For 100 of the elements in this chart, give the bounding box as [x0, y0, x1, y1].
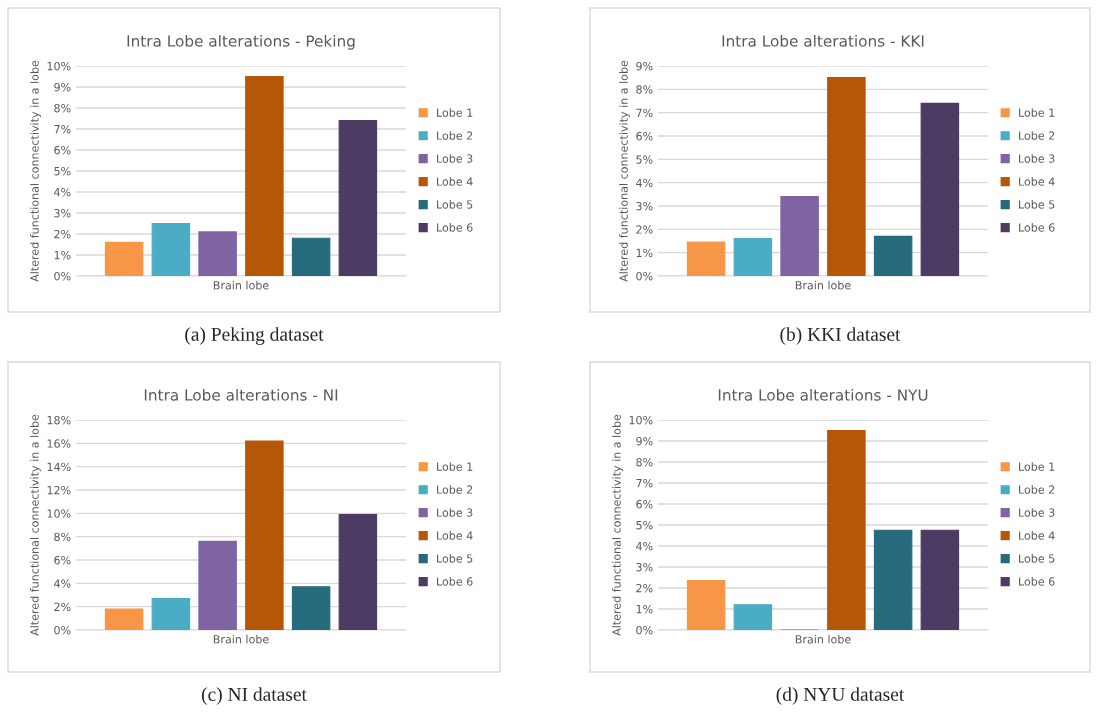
bar [198, 231, 237, 276]
bar [827, 77, 866, 276]
legend-label: Lobe 1 [1019, 108, 1055, 117]
text: (d) NYU dataset [776, 687, 905, 705]
legend-label: Lobe 6 [437, 577, 473, 586]
y-tick-label: 16% [47, 439, 71, 448]
bar [780, 196, 819, 276]
legend-label: Lobe 1 [437, 462, 473, 471]
legend-label: Lobe 5 [437, 554, 473, 563]
bar [198, 540, 237, 630]
y-tick-label: 1% [636, 248, 653, 258]
chart-title: Intra Lobe alterations - KKI [722, 34, 924, 47]
y-tick-label: 5% [636, 520, 653, 530]
legend-label: Lobe 4 [1019, 177, 1055, 186]
x-tick-label: Brain lobe [213, 280, 269, 290]
legend-label: Lobe 4 [1019, 531, 1055, 540]
y-tick-label: 2% [636, 225, 653, 234]
y-tick-label: 7% [636, 478, 653, 488]
legend-label: Lobe 3 [1019, 154, 1055, 163]
legend-label: Lobe 3 [1019, 508, 1055, 517]
legend-label: Lobe 3 [437, 154, 473, 163]
y-tick-label: 5% [54, 166, 71, 176]
y-tick-label: 2% [54, 229, 71, 239]
y-tick-label: 9% [636, 61, 653, 71]
text: (a) Peking dataset [185, 327, 324, 345]
y-axis-title: Altered functional connectivity in a lobe [30, 60, 41, 282]
legend-label: Lobe 3 [437, 508, 473, 517]
bar [686, 580, 726, 630]
bar [104, 608, 144, 630]
y-tick-label: 5% [636, 155, 653, 164]
y-tick-label: 3% [636, 201, 653, 211]
y-tick-label: 14% [47, 462, 71, 472]
bar [151, 597, 191, 630]
bar [827, 429, 866, 630]
y-tick-label: 1% [54, 250, 71, 260]
text: (b) KKI dataset [780, 327, 901, 345]
legend-label: Lobe 2 [1019, 131, 1055, 140]
bar [686, 241, 726, 276]
y-tick-label: 0% [636, 271, 653, 281]
y-tick-label: 0% [54, 271, 71, 281]
legend-label: Lobe 2 [437, 485, 473, 494]
y-tick-label: 1% [636, 604, 653, 614]
y-tick-label: 7% [54, 124, 71, 134]
legend-label: Lobe 5 [1019, 554, 1055, 563]
y-tick-label: 4% [636, 541, 653, 551]
y-tick-label: 8% [636, 457, 653, 467]
x-tick-label: Brain lobe [795, 280, 851, 290]
bar [733, 238, 773, 276]
x-tick-label: Brain lobe [213, 634, 269, 644]
y-tick-label: 6% [54, 555, 71, 565]
legend-label: Lobe 4 [437, 177, 473, 186]
y-tick-label: 12% [47, 485, 71, 495]
legend-label: Lobe 2 [437, 131, 473, 140]
y-tick-label: 18% [47, 415, 71, 425]
bar [873, 235, 913, 276]
y-tick-label: 10% [47, 509, 71, 518]
y-tick-label: 9% [54, 82, 71, 92]
chart-title: Intra Lobe alterations - Peking [127, 34, 355, 50]
bar [245, 75, 284, 276]
legend-label: Lobe 1 [437, 108, 473, 117]
bar [733, 604, 773, 630]
bar [338, 120, 378, 276]
legend-label: Lobe 6 [1019, 223, 1055, 232]
legend-label: Lobe 5 [437, 200, 473, 209]
chart-title: Intra Lobe alterations - NYU [718, 388, 928, 401]
bar [920, 102, 960, 276]
y-tick-label: 7% [636, 108, 653, 118]
x-tick-label: Brain lobe [795, 634, 851, 644]
y-tick-label: 8% [636, 85, 653, 94]
y-tick-label: 10% [47, 61, 71, 71]
y-tick-label: 4% [54, 579, 71, 588]
y-tick-label: 0% [636, 625, 653, 635]
y-tick-label: 6% [636, 131, 653, 141]
legend-label: Lobe 6 [1019, 577, 1055, 586]
bar [338, 513, 378, 630]
y-tick-label: 3% [54, 208, 71, 218]
y-axis-title: Altered functional connectivity in a lobe [30, 414, 41, 636]
bar [291, 586, 331, 630]
legend-label: Lobe 2 [1019, 485, 1055, 494]
bar [920, 529, 960, 630]
y-tick-label: 8% [54, 103, 71, 113]
y-tick-label: 6% [636, 499, 653, 509]
y-axis-title: Altered functional connectivity in a lobe [612, 414, 623, 636]
legend-label: Lobe 1 [1019, 462, 1055, 471]
y-tick-label: 2% [636, 583, 653, 593]
y-tick-label: 3% [636, 562, 653, 572]
y-tick-label: 9% [636, 436, 653, 446]
y-tick-label: 2% [54, 602, 71, 612]
legend-label: Lobe 5 [1019, 200, 1055, 209]
y-tick-label: 4% [54, 187, 71, 197]
y-axis-title: Altered functional connectivity in a lobe [619, 60, 630, 282]
y-tick-label: 10% [629, 415, 653, 425]
text: (c) NI dataset [201, 687, 307, 705]
y-tick-label: 6% [54, 145, 71, 155]
bar [245, 440, 284, 630]
bar [104, 241, 144, 276]
legend-label: Lobe 6 [437, 223, 473, 232]
bar [873, 529, 913, 630]
chart-title: Intra Lobe alterations - NI [144, 388, 338, 401]
legend-label: Lobe 4 [437, 531, 473, 540]
